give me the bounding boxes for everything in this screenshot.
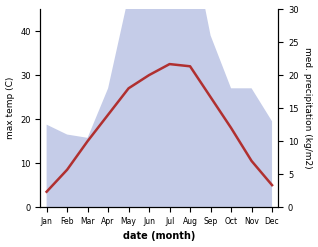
X-axis label: date (month): date (month) — [123, 231, 196, 242]
Y-axis label: med. precipitation (kg/m2): med. precipitation (kg/m2) — [303, 47, 313, 169]
Y-axis label: max temp (C): max temp (C) — [5, 77, 15, 139]
